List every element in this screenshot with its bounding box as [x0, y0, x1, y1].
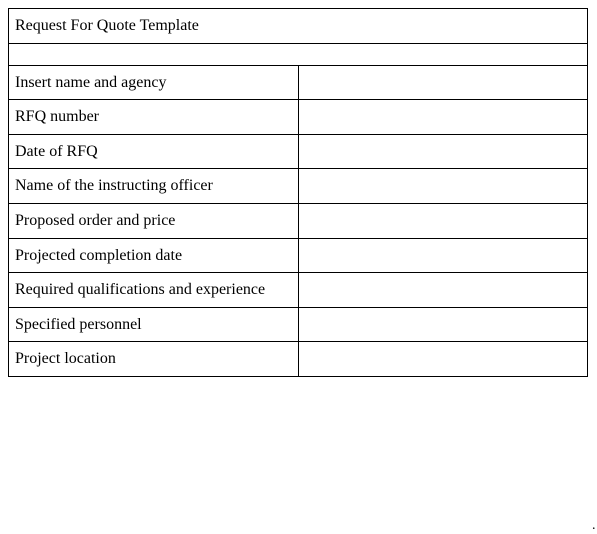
- spacer-row: [9, 43, 588, 65]
- table-row: RFQ number: [9, 100, 588, 135]
- row-value-personnel[interactable]: [298, 307, 588, 342]
- row-label-rfq-number: RFQ number: [9, 100, 299, 135]
- table-row: Date of RFQ: [9, 134, 588, 169]
- row-label-date: Date of RFQ: [9, 134, 299, 169]
- row-value-insert-name[interactable]: [298, 65, 588, 100]
- spacer-cell: [9, 43, 588, 65]
- row-label-officer: Name of the instructing officer: [9, 169, 299, 204]
- row-label-insert-name: Insert name and agency: [9, 65, 299, 100]
- trailing-dot: .: [592, 518, 596, 534]
- row-value-date[interactable]: [298, 134, 588, 169]
- table-row: Project location: [9, 342, 588, 377]
- row-value-location[interactable]: [298, 342, 588, 377]
- row-value-order-price[interactable]: [298, 203, 588, 238]
- table-row: Insert name and agency: [9, 65, 588, 100]
- rfq-table: Request For Quote Template Insert name a…: [8, 8, 588, 377]
- row-label-order-price: Proposed order and price: [9, 203, 299, 238]
- row-label-qualifications: Required qualifications and experience: [9, 273, 299, 308]
- row-label-personnel: Specified personnel: [9, 307, 299, 342]
- table-row: Proposed order and price: [9, 203, 588, 238]
- title-row: Request For Quote Template: [9, 9, 588, 44]
- table-row: Required qualifications and experience: [9, 273, 588, 308]
- row-label-location: Project location: [9, 342, 299, 377]
- table-title: Request For Quote Template: [9, 9, 588, 44]
- row-label-completion-date: Projected completion date: [9, 238, 299, 273]
- table-row: Specified personnel: [9, 307, 588, 342]
- table-row: Name of the instructing officer: [9, 169, 588, 204]
- row-value-qualifications[interactable]: [298, 273, 588, 308]
- row-value-officer[interactable]: [298, 169, 588, 204]
- table-row: Projected completion date: [9, 238, 588, 273]
- row-value-completion-date[interactable]: [298, 238, 588, 273]
- row-value-rfq-number[interactable]: [298, 100, 588, 135]
